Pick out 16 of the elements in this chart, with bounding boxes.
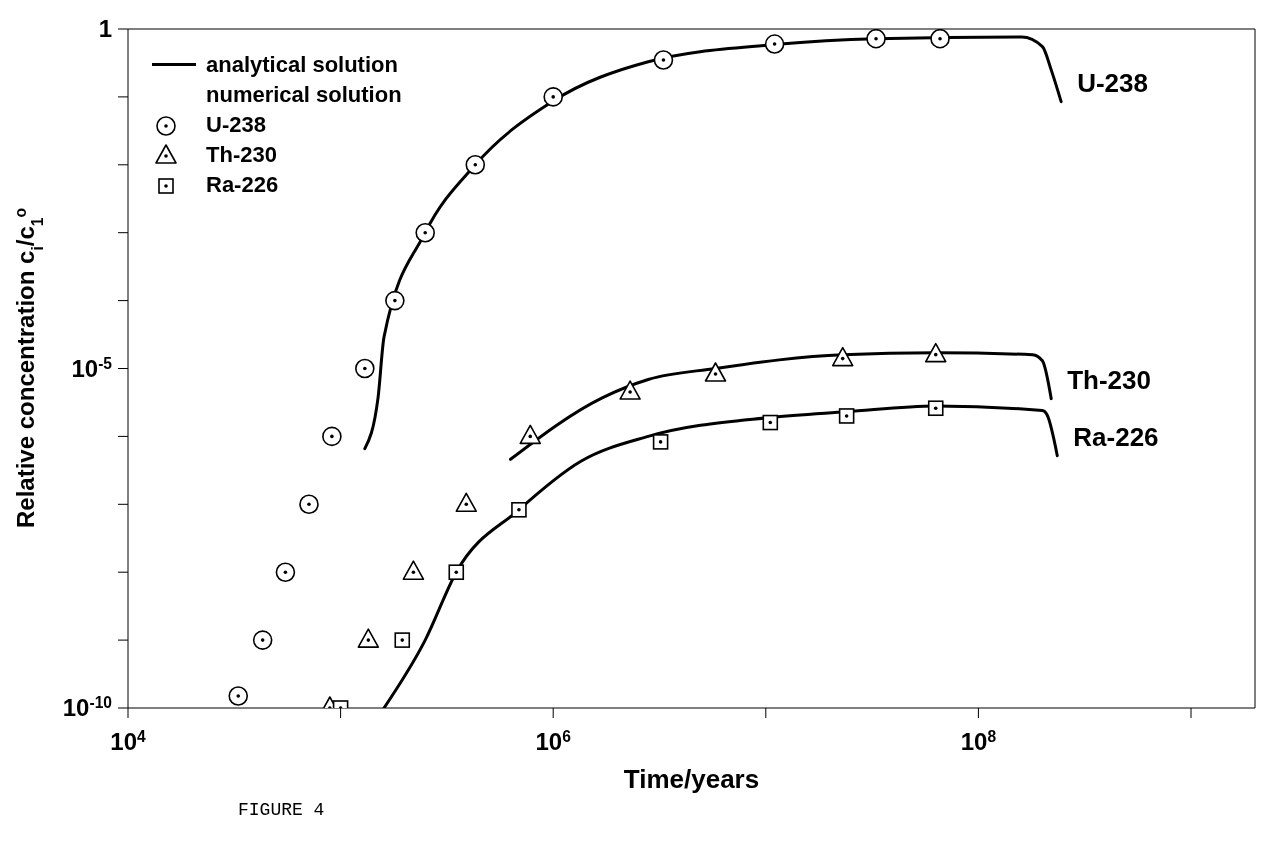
series-label: Th-230 (1067, 364, 1152, 395)
x-tick-label: 10$^{6}$ (535, 727, 572, 755)
y-tick-label: 1 (98, 15, 112, 42)
legend-title: numerical solution (206, 81, 402, 109)
series-label: U-238 (1077, 67, 1148, 98)
y-tick-label: 10$^{-5}$ (71, 354, 113, 382)
x-axis-title: Time/years (623, 764, 760, 794)
annotation: analytical solution (206, 51, 398, 79)
y-tick-label: 10$^{-10}$ (62, 693, 113, 721)
legend-label: U-238 (206, 111, 266, 139)
series-label: Ra-226 (1073, 421, 1159, 452)
legend-label: Th-230 (206, 141, 277, 169)
legend-label: Ra-226 (206, 171, 279, 199)
x-tick-label: 10$^{8}$ (960, 727, 997, 755)
caption: FIGURE 4 (238, 800, 325, 820)
x-tick-label: 10$^{4}$ (110, 727, 147, 755)
